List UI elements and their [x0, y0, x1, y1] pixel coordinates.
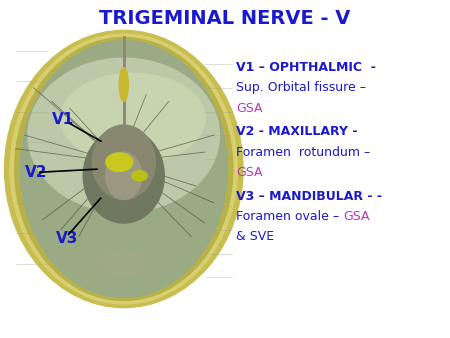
Ellipse shape	[83, 128, 164, 223]
Ellipse shape	[101, 250, 146, 277]
Text: Foramen  rotundum –: Foramen rotundum –	[236, 146, 370, 159]
Text: GSA: GSA	[236, 102, 263, 115]
Text: Sup. Orbital fissure –: Sup. Orbital fissure –	[236, 81, 366, 94]
Text: V1: V1	[52, 113, 74, 127]
Ellipse shape	[20, 41, 227, 297]
Ellipse shape	[28, 58, 220, 212]
Text: TRIGEMINAL NERVE - V: TRIGEMINAL NERVE - V	[99, 9, 351, 28]
Text: V2 - MAXILLARY -: V2 - MAXILLARY -	[236, 125, 358, 138]
Ellipse shape	[119, 68, 128, 101]
Ellipse shape	[92, 125, 155, 199]
Text: V2: V2	[25, 165, 47, 180]
Ellipse shape	[10, 34, 238, 304]
Ellipse shape	[4, 30, 243, 308]
Text: V3 – MANDIBULAR - -: V3 – MANDIBULAR - -	[236, 190, 382, 202]
Text: & SVE: & SVE	[236, 230, 274, 243]
Ellipse shape	[106, 153, 133, 171]
Ellipse shape	[106, 152, 142, 199]
Ellipse shape	[14, 38, 233, 300]
Text: Foramen ovale –: Foramen ovale –	[236, 210, 343, 223]
Text: V3: V3	[56, 231, 79, 246]
Text: V1 – OPHTHALMIC  -: V1 – OPHTHALMIC -	[236, 61, 376, 74]
Text: GSA: GSA	[343, 210, 370, 223]
Ellipse shape	[132, 171, 148, 181]
Ellipse shape	[60, 73, 205, 163]
Text: GSA: GSA	[236, 166, 263, 179]
